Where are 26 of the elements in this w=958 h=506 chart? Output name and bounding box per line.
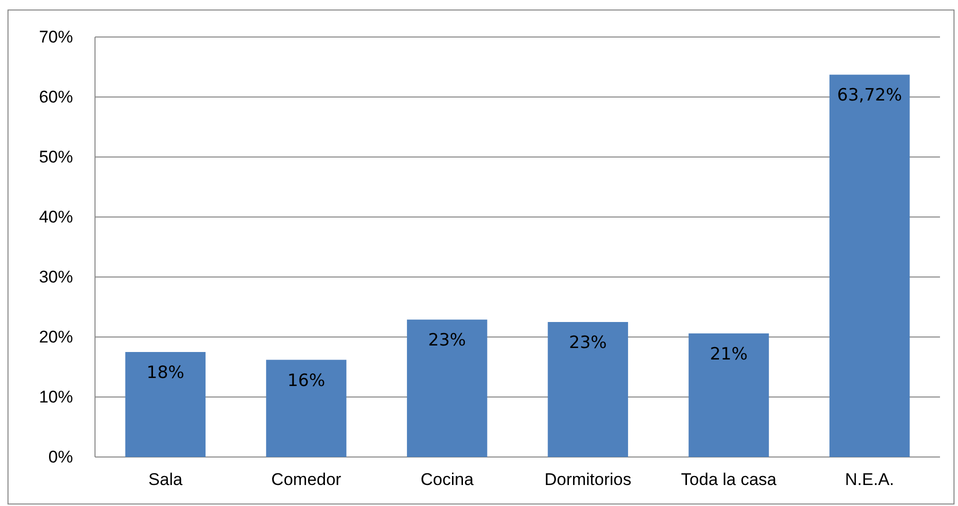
y-tick-label: 50% [38,147,73,166]
x-tick-label: N.E.A. [845,470,894,490]
x-tick-label: Dormitorios [544,470,632,490]
x-tick-label: Toda la casa [681,470,778,490]
bar [266,360,346,457]
data-label: 18% [146,363,184,383]
x-tick-label: Comedor [271,470,342,490]
bar [406,320,488,457]
y-tick-label: 60% [38,87,73,106]
x-tick-label: Sala [148,470,183,490]
y-tick-label: 30% [38,267,73,286]
y-tick-label: 0% [48,447,73,466]
y-tick-label: 20% [38,327,73,346]
y-tick-label: 10% [38,387,73,406]
data-label: 16% [287,370,326,391]
data-label: 23% [428,330,466,351]
data-label: 63,72% [837,86,902,106]
data-label: 21% [710,344,748,364]
bar [688,333,769,457]
y-tick-label: 40% [38,207,73,226]
x-tick-label: Cocina [420,470,474,490]
bar [125,352,206,457]
bar [548,322,628,457]
bar [829,74,910,457]
y-tick-label: 70% [38,27,73,46]
data-label: 23% [569,333,607,353]
